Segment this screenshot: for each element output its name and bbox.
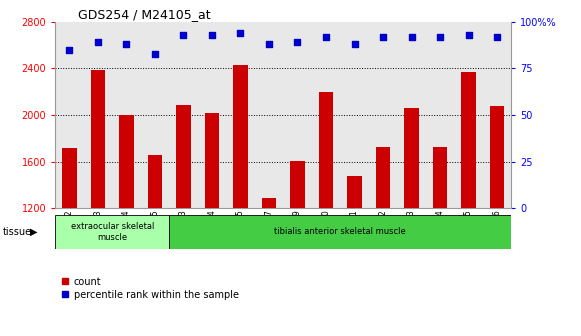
Bar bbox=[148, 155, 162, 208]
Text: tissue: tissue bbox=[3, 227, 32, 237]
Point bbox=[179, 32, 188, 38]
Bar bbox=[234, 65, 248, 208]
Point bbox=[65, 47, 74, 52]
Text: GDS254 / M24105_at: GDS254 / M24105_at bbox=[78, 8, 211, 21]
Bar bbox=[376, 146, 390, 208]
Bar bbox=[262, 198, 276, 208]
Bar bbox=[404, 108, 419, 208]
Bar bbox=[319, 92, 333, 208]
Bar bbox=[347, 176, 361, 208]
Point bbox=[321, 34, 331, 39]
Point bbox=[407, 34, 416, 39]
Text: tibialis anterior skeletal muscle: tibialis anterior skeletal muscle bbox=[274, 227, 406, 236]
Bar bbox=[490, 106, 504, 208]
Point bbox=[207, 32, 217, 38]
Text: extraocular skeletal
muscle: extraocular skeletal muscle bbox=[70, 222, 154, 242]
Bar bbox=[91, 70, 105, 208]
Bar bbox=[119, 115, 134, 208]
Bar bbox=[177, 104, 191, 208]
Point bbox=[264, 42, 274, 47]
Bar bbox=[62, 148, 77, 208]
Point bbox=[492, 34, 501, 39]
Bar bbox=[290, 161, 304, 208]
Point bbox=[236, 30, 245, 36]
Point bbox=[464, 32, 473, 38]
Point bbox=[94, 40, 103, 45]
Point bbox=[378, 34, 388, 39]
Point bbox=[150, 51, 160, 56]
Bar bbox=[433, 146, 447, 208]
Bar bbox=[55, 215, 169, 249]
Legend: count, percentile rank within the sample: count, percentile rank within the sample bbox=[60, 277, 239, 300]
Point bbox=[122, 42, 131, 47]
Point bbox=[293, 40, 302, 45]
Bar bbox=[461, 72, 476, 208]
Text: ▶: ▶ bbox=[30, 227, 38, 237]
Point bbox=[350, 42, 359, 47]
Bar bbox=[205, 113, 219, 208]
Point bbox=[435, 34, 444, 39]
Bar bbox=[169, 215, 511, 249]
